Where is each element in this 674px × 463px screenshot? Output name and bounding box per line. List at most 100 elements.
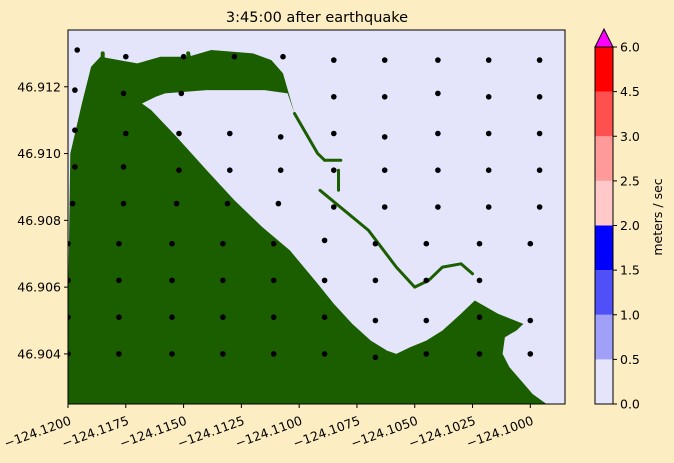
data-point	[68, 240, 71, 247]
y-tick-label: 46.908	[17, 213, 61, 228]
colorbar-tick-label: 3.0	[620, 129, 640, 144]
data-point	[536, 94, 543, 100]
data-point	[321, 277, 328, 284]
y-axis: 46.904 46.906 46.908 46.910 46.912	[17, 79, 68, 361]
data-point	[331, 57, 337, 63]
colorbar-segment	[595, 314, 613, 360]
plot-frame	[67, 29, 566, 405]
data-point	[123, 130, 129, 137]
data-point	[321, 351, 328, 357]
data-point	[169, 240, 175, 247]
data-point	[536, 57, 543, 63]
colorbar-tick-label: 0.5	[620, 352, 640, 367]
data-point	[220, 351, 226, 357]
colorbar-tick-label: 6.0	[620, 40, 640, 55]
data-point	[423, 351, 430, 357]
channel-line	[293, 112, 327, 162]
y-tick-label: 46.912	[17, 79, 61, 94]
data-point	[116, 314, 122, 321]
data-point	[372, 354, 379, 361]
colorbar-segment	[595, 270, 613, 315]
data-point	[435, 90, 441, 97]
data-point	[116, 277, 122, 284]
data-point	[536, 167, 543, 173]
y-tick-label: 46.906	[17, 280, 61, 295]
data-point	[381, 167, 388, 173]
data-point	[69, 200, 76, 207]
data-point	[120, 200, 127, 207]
data-point	[372, 317, 379, 324]
colorbar-segment	[595, 47, 613, 92]
data-point	[280, 53, 286, 60]
colorbar-extend-triangle	[594, 27, 614, 48]
x-tick-label: −124.1000	[464, 413, 535, 451]
data-point	[321, 237, 328, 244]
data-point	[176, 167, 182, 173]
data-point	[220, 277, 226, 284]
data-point	[485, 167, 492, 173]
data-point	[275, 200, 282, 207]
data-point	[277, 134, 284, 140]
data-point	[180, 53, 187, 60]
data-point	[176, 130, 182, 137]
colorbar-tick-label: 1.0	[620, 307, 640, 322]
data-point	[277, 167, 284, 173]
data-point	[169, 277, 175, 284]
data-point	[476, 351, 483, 357]
data-point	[527, 351, 534, 357]
colorbar-tick-label: 2.5	[620, 173, 640, 188]
data-point	[270, 351, 277, 357]
data-point	[169, 314, 175, 321]
data-point	[527, 317, 534, 324]
data-point	[423, 317, 430, 324]
data-point	[331, 167, 337, 173]
data-point	[120, 164, 127, 170]
colorbar-tick-label: 0.0	[620, 397, 640, 412]
land-polygon	[68, 50, 547, 404]
data-point	[372, 240, 379, 247]
data-point	[72, 164, 78, 170]
data-point	[270, 277, 277, 284]
data-point	[116, 351, 122, 357]
data-point	[270, 314, 277, 321]
colorbar-tick-label: 1.5	[620, 263, 640, 278]
data-point	[123, 53, 129, 60]
data-point	[74, 47, 80, 53]
colorbar-segment	[595, 180, 613, 226]
data-point	[270, 240, 277, 247]
data-point	[169, 351, 175, 357]
data-point	[527, 240, 534, 247]
data-point	[485, 57, 492, 63]
data-point	[423, 277, 430, 284]
colorbar-segment	[595, 359, 613, 404]
data-point	[476, 277, 483, 284]
data-point	[536, 130, 543, 137]
data-point	[381, 94, 388, 100]
data-point	[116, 240, 122, 247]
colorbar-label: meters / sec	[650, 178, 665, 255]
data-point	[485, 94, 492, 100]
data-point	[220, 314, 226, 321]
data-point	[435, 204, 441, 210]
colorbar-segment	[595, 136, 613, 181]
data-point	[331, 204, 337, 210]
data-point	[68, 277, 71, 284]
data-point	[485, 130, 492, 137]
colorbar-tick-label: 4.5	[620, 84, 640, 99]
data-point	[476, 314, 483, 321]
y-tick-label: 46.910	[17, 146, 61, 161]
colorbar-segment	[595, 225, 613, 271]
channel-line	[318, 188, 474, 289]
data-point	[227, 130, 233, 137]
data-point	[72, 87, 78, 93]
data-point	[224, 200, 231, 207]
data-point	[435, 130, 441, 137]
colorbar: 0.0 0.5 1.0 1.5 2.0 2.5 3.0 4.5 6.0	[594, 27, 640, 412]
data-point	[381, 57, 388, 63]
y-tick-label: 46.904	[17, 346, 61, 361]
marker-layer	[68, 47, 543, 361]
data-point	[435, 57, 441, 63]
colorbar-segment	[595, 91, 613, 137]
data-point	[231, 53, 238, 60]
